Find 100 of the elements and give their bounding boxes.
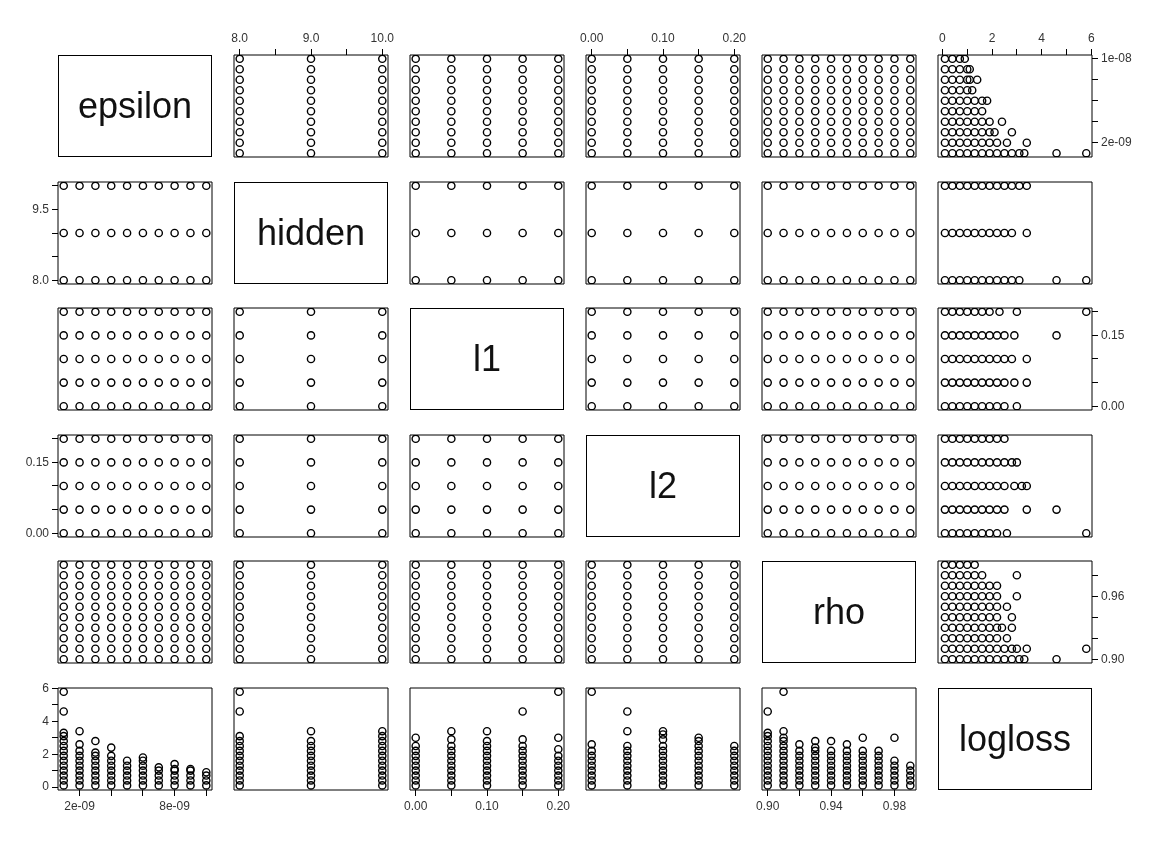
point: [447, 741, 456, 750]
point: [623, 706, 632, 716]
point: [658, 581, 668, 591]
point: [378, 106, 387, 116]
point: [587, 581, 596, 591]
point: [202, 228, 211, 237]
point: [482, 760, 492, 770]
point: [874, 331, 883, 340]
point: [411, 741, 420, 750]
point: [694, 741, 703, 750]
point: [730, 117, 739, 127]
point: [482, 504, 492, 514]
point: [795, 378, 804, 387]
point: [730, 570, 739, 580]
point: [518, 775, 527, 785]
point: [779, 434, 788, 443]
point: [482, 75, 492, 85]
point: [810, 481, 820, 490]
point: [170, 378, 179, 387]
point: [940, 331, 950, 340]
point: [106, 308, 116, 317]
point: [623, 612, 632, 622]
point: [306, 85, 316, 95]
point: [59, 481, 68, 490]
point: [730, 106, 739, 116]
point: [658, 308, 668, 317]
point: [587, 751, 596, 760]
point: [623, 401, 632, 410]
point: [658, 602, 668, 612]
point: [378, 55, 387, 64]
point: [306, 504, 316, 514]
y-tick-label: 0.00: [25, 525, 50, 540]
point: [306, 746, 316, 755]
point: [306, 602, 316, 612]
point: [906, 481, 915, 490]
point: [235, 591, 244, 601]
x-tick-label: 0.20: [546, 798, 571, 813]
point: [623, 770, 632, 780]
point: [906, 401, 915, 410]
x-tick-label: 8e-09: [159, 798, 191, 813]
point: [730, 138, 739, 148]
point: [447, 770, 456, 780]
point: [59, 275, 68, 284]
point: [1007, 457, 1017, 467]
point: [59, 504, 68, 514]
point: [447, 726, 456, 735]
point: [623, 775, 632, 785]
point: [411, 765, 420, 775]
point: [186, 401, 195, 410]
point: [235, 127, 244, 137]
point: [106, 275, 116, 284]
point: [906, 354, 915, 364]
y-tick-label: 0.00: [1101, 398, 1125, 413]
text: hidden: [256, 211, 366, 254]
point: [906, 457, 915, 467]
point: [730, 401, 739, 410]
x-tick-label: 10.0: [370, 31, 395, 46]
point: [482, 127, 492, 137]
point: [730, 654, 739, 663]
point: [730, 308, 739, 317]
point: [518, 106, 527, 116]
point: [154, 354, 164, 364]
point: [447, 755, 456, 765]
point: [235, 765, 244, 775]
y-tick-label: 8.0: [32, 272, 50, 287]
point: [658, 117, 668, 127]
point: [170, 181, 179, 190]
point: [730, 623, 739, 633]
point: [411, 138, 420, 148]
point: [810, 434, 820, 443]
point: [122, 401, 132, 410]
point: [154, 181, 164, 190]
point: [554, 751, 563, 760]
point: [447, 55, 456, 64]
y-tick-label: 6: [42, 680, 50, 695]
point: [235, 55, 244, 64]
point: [91, 481, 100, 490]
point: [1022, 504, 1032, 514]
point: [694, 775, 703, 785]
point: [763, 354, 772, 364]
point: [482, 602, 492, 612]
point: [138, 457, 148, 467]
point: [658, 770, 668, 780]
point: [906, 308, 915, 317]
x-tick-label: 6: [1087, 31, 1095, 46]
point: [554, 570, 563, 580]
point: [955, 481, 965, 490]
point: [985, 481, 994, 490]
point: [658, 755, 668, 765]
point: [235, 117, 244, 127]
point: [587, 308, 596, 317]
point: [1000, 504, 1009, 514]
point: [730, 644, 739, 654]
point: [202, 331, 211, 340]
point: [554, 581, 563, 591]
point: [694, 96, 703, 106]
point: [623, 106, 632, 116]
point: [1082, 308, 1091, 317]
point: [306, 64, 316, 74]
point: [955, 434, 965, 443]
